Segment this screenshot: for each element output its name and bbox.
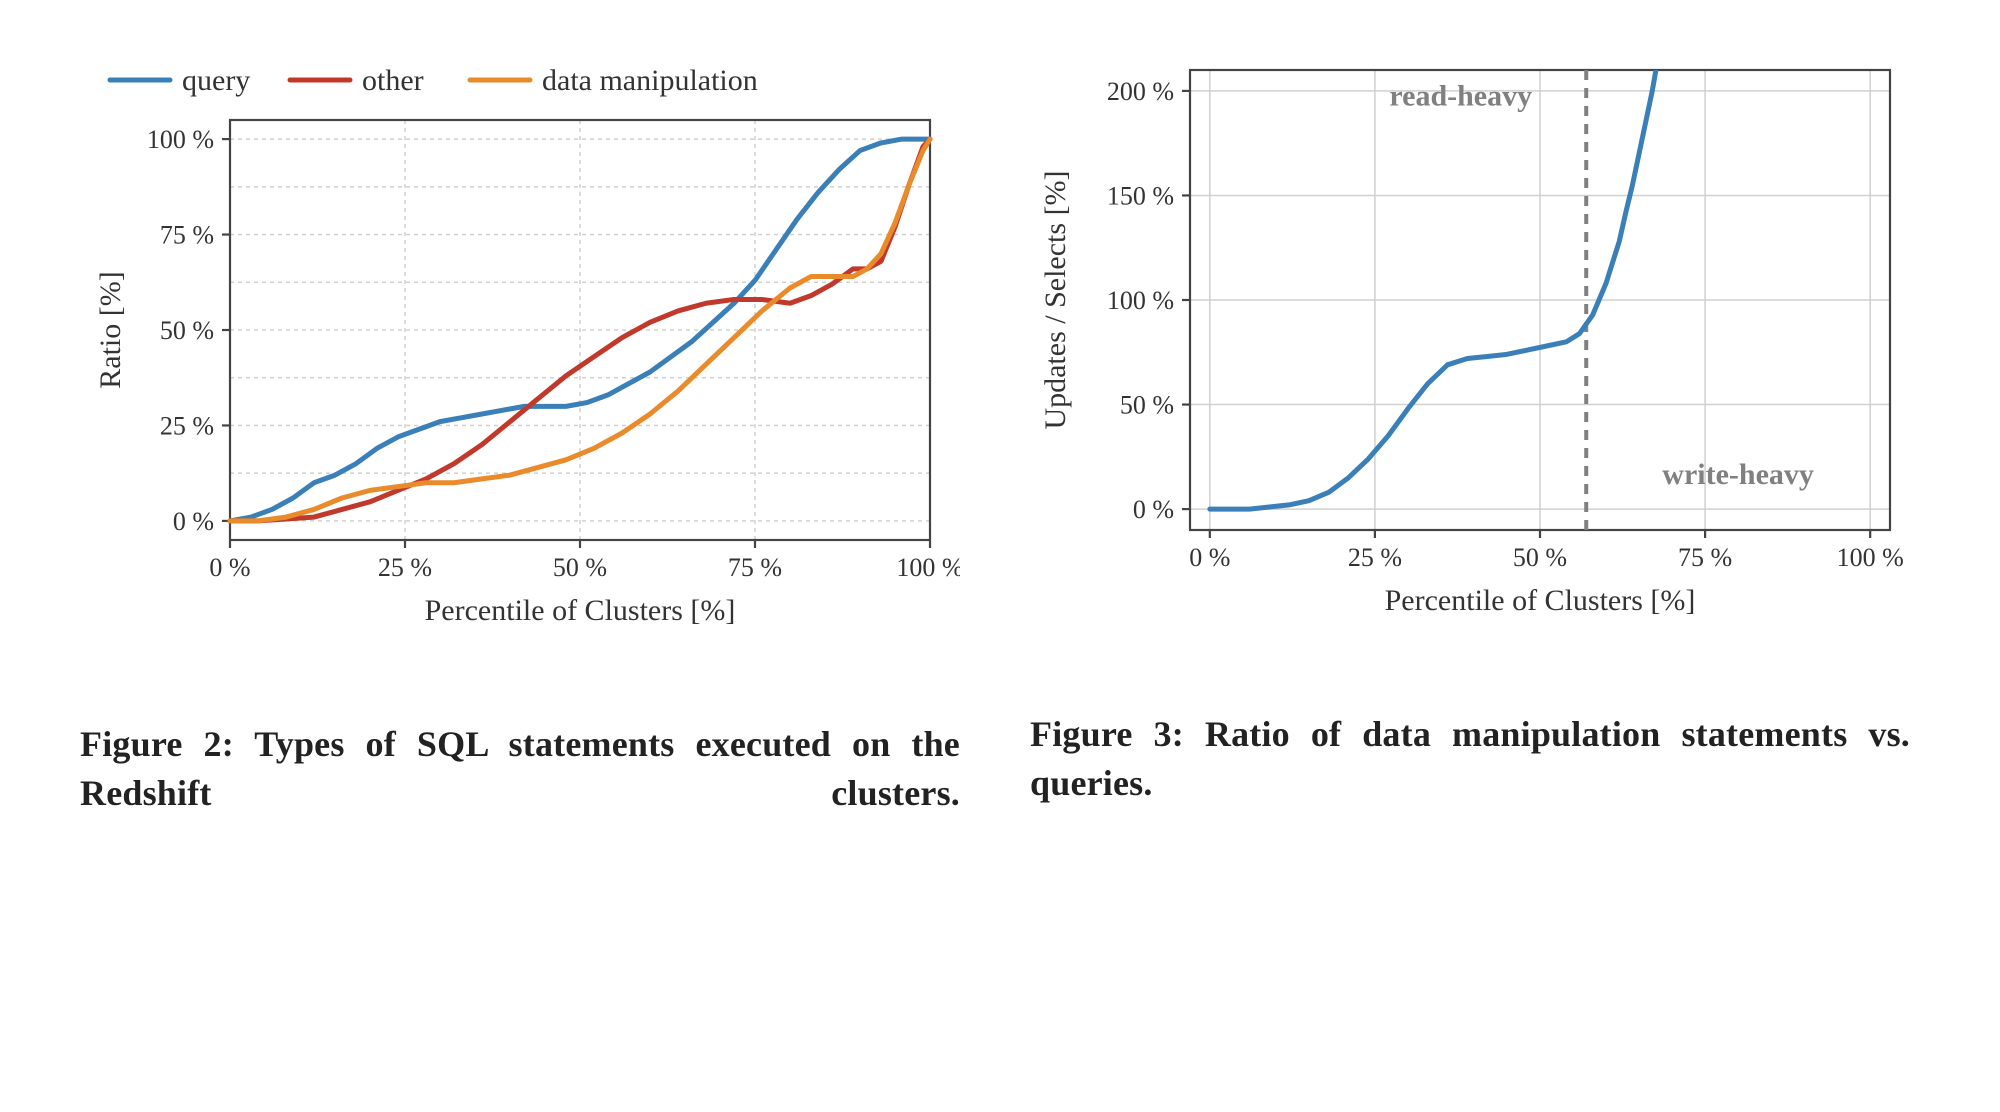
annotation-1: write-heavy: [1662, 458, 1814, 491]
x-tick-label: 25 %: [378, 553, 432, 582]
annotation-0: read-heavy: [1389, 80, 1532, 113]
figure-3-caption: Figure 3: Ratio of data manipulation sta…: [1030, 710, 1910, 807]
y-tick-label: 50 %: [160, 316, 214, 345]
x-tick-label: 75 %: [728, 553, 782, 582]
y-tick-label: 100 %: [147, 125, 214, 154]
figures-row: 0 % 25 % 50 % 75 % 100 % 0 % 25 % 50 % 75 % 100 %…: [40, 40, 1960, 817]
x-tick-label: 25 %: [1348, 543, 1402, 572]
figure-3-chart: 0 % 25 % 50 % 75 % 100 % 0 % 50 % 100 % 150 % 200…: [1020, 40, 1920, 640]
y-axis-label: Ratio [%]: [94, 271, 127, 388]
figure-2-caption: Figure 2: Types of SQL statements execut…: [80, 720, 960, 817]
y-tick-label: 150 %: [1107, 181, 1174, 210]
figure-2-svg: 0 % 25 % 50 % 75 % 100 % 0 % 25 % 50 % 75 % 100 %…: [80, 40, 960, 650]
figure-3-svg: 0 % 25 % 50 % 75 % 100 % 0 % 50 % 100 % 150 % 200…: [1020, 40, 1920, 640]
y-tick-label: 100 %: [1107, 286, 1174, 315]
x-tick-label: 0 %: [209, 553, 250, 582]
y-tick-label: 75 %: [160, 221, 214, 250]
y-tick-label: 200 %: [1107, 77, 1174, 106]
x-tick-label: 0 %: [1189, 543, 1230, 572]
figure-3-panel: 0 % 25 % 50 % 75 % 100 % 0 % 50 % 100 % 150 % 200…: [1020, 40, 1920, 807]
y-tick-label: 0 %: [173, 507, 214, 536]
x-tick-label: 75 %: [1678, 543, 1732, 572]
y-tick-label: 50 %: [1120, 391, 1174, 420]
figure-2-chart: 0 % 25 % 50 % 75 % 100 % 0 % 25 % 50 % 75 % 100 %…: [80, 40, 960, 650]
x-tick-label: 50 %: [1513, 543, 1567, 572]
y-tick-label: 25 %: [160, 411, 214, 440]
y-axis-label: Updates / Selects [%]: [1039, 170, 1072, 429]
y-tick-label: 0 %: [1133, 495, 1174, 524]
legend-label-query: query: [182, 64, 250, 97]
x-tick-label: 100 %: [896, 553, 960, 582]
figure-2-panel: 0 % 25 % 50 % 75 % 100 % 0 % 25 % 50 % 75 % 100 %…: [80, 40, 960, 817]
x-tick-label: 100 %: [1837, 543, 1904, 572]
x-tick-label: 50 %: [553, 553, 607, 582]
x-axis-label: Percentile of Clusters [%]: [1385, 584, 1696, 617]
x-axis-label: Percentile of Clusters [%]: [425, 594, 736, 627]
legend-label-data_manipulation: data manipulation: [542, 64, 758, 97]
legend-label-other: other: [362, 64, 424, 97]
